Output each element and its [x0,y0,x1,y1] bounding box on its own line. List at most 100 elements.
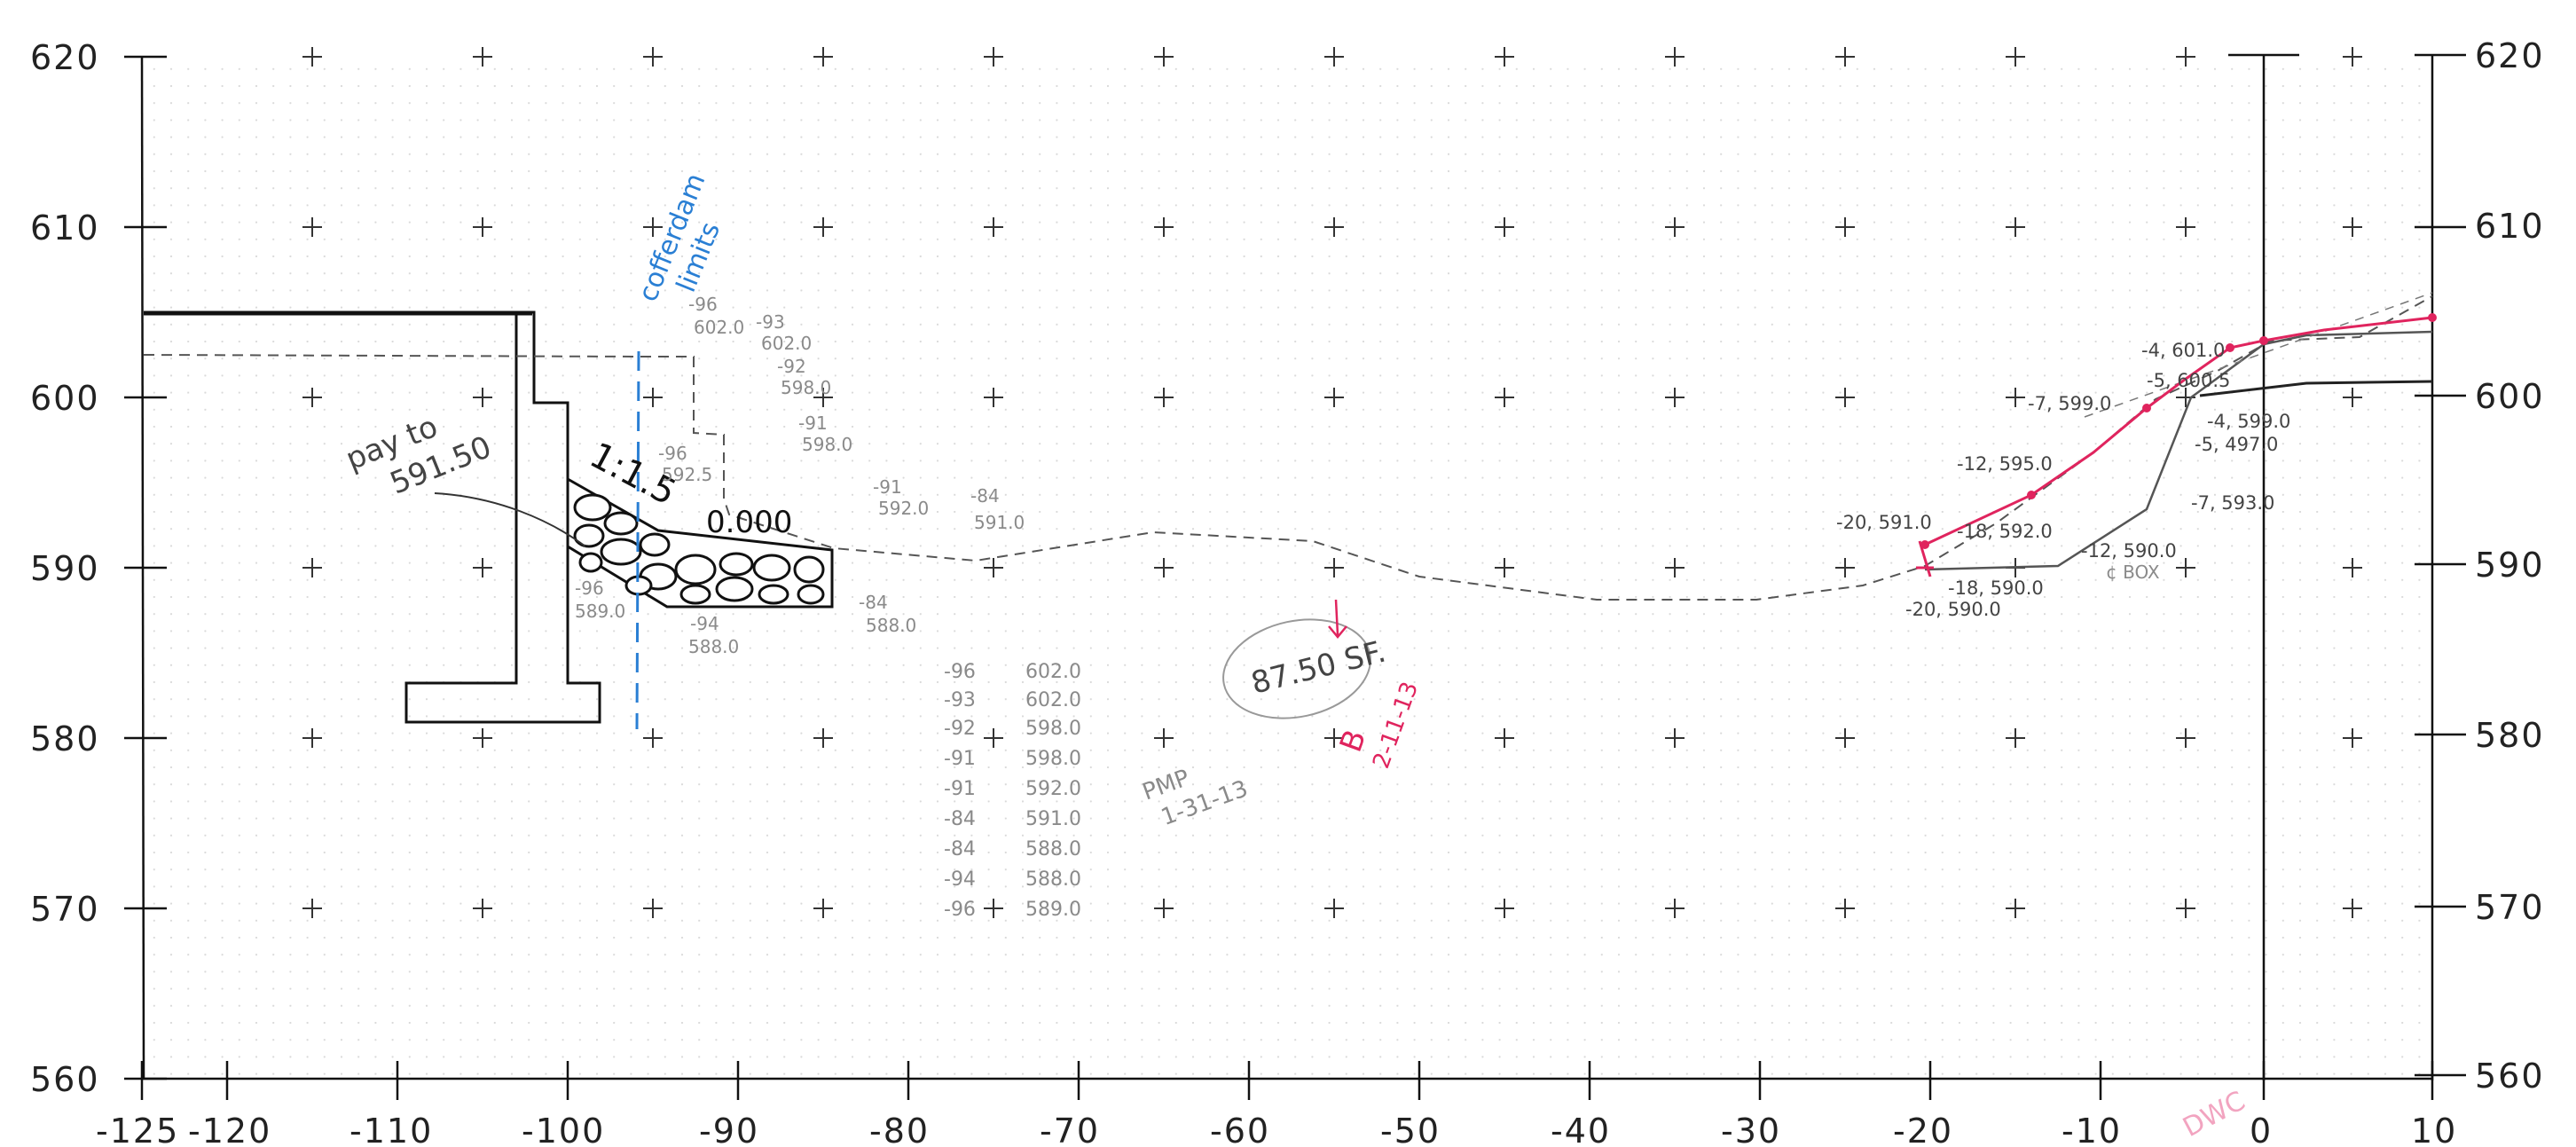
svg-text:¢ BOX: ¢ BOX [2106,562,2160,583]
svg-text:-7, 593.0: -7, 593.0 [2191,492,2274,514]
svg-text:-91: -91 [944,778,976,800]
svg-text:598.0: 598.0 [1025,718,1081,740]
svg-text:-80: -80 [869,1112,930,1147]
svg-text:592.0: 592.0 [1025,778,1081,800]
svg-text:602.0: 602.0 [1025,661,1081,683]
cofferdam-line [635,350,640,730]
svg-text:580: 580 [30,719,100,758]
svg-text:-20, 590.0: -20, 590.0 [1905,599,2001,620]
riprap [566,476,834,609]
svg-text:588.0: 588.0 [1025,838,1081,860]
svg-text:-10: -10 [2062,1112,2122,1147]
svg-text:-96: -96 [658,443,687,464]
right-profile-2 [2199,380,2433,397]
svg-text:591.0: 591.0 [974,512,1025,533]
svg-text:10: 10 [2411,1112,2457,1147]
svg-text:-96: -96 [575,577,604,599]
svg-text:560: 560 [30,1060,100,1099]
svg-text:602.0: 602.0 [761,333,812,354]
svg-text:-96: -96 [944,899,976,921]
svg-text:602.0: 602.0 [694,317,744,338]
svg-text:-12, 595.0: -12, 595.0 [1957,453,2053,475]
svg-text:620: 620 [30,38,100,77]
svg-text:-20, 591.0: -20, 591.0 [1836,512,1932,533]
existing-ground-line [143,295,2433,601]
svg-text:600: 600 [30,379,100,418]
red-markers [1916,540,1934,577]
svg-text:610: 610 [30,208,100,247]
svg-text:-96: -96 [944,661,976,683]
svg-text:620: 620 [2475,36,2545,75]
svg-text:-84: -84 [859,592,888,613]
svg-text:598.0: 598.0 [781,377,831,398]
svg-text:-94: -94 [690,613,719,634]
svg-text:-5, 497.0: -5, 497.0 [2195,434,2278,455]
svg-text:590: 590 [30,549,100,588]
svg-text:-91: -91 [944,748,976,770]
svg-text:-70: -70 [1040,1112,1100,1147]
svg-text:-96: -96 [688,294,718,315]
svg-text:-50: -50 [1380,1112,1441,1147]
svg-text:-91: -91 [873,476,902,498]
red-points [1920,313,2437,549]
svg-text:-94: -94 [944,868,976,891]
red-profile [1924,316,2433,546]
svg-text:588.0: 588.0 [1025,868,1081,891]
svg-text:-91: -91 [798,412,828,434]
area-bubble [1222,618,1371,719]
svg-text:-93: -93 [756,311,785,333]
svg-text:598.0: 598.0 [1025,748,1081,770]
zero-label: 0.000 [706,505,792,540]
svg-text:590: 590 [2475,546,2545,585]
svg-text:-93: -93 [944,689,976,711]
x-ticks [140,1061,2434,1100]
svg-text:591.0: 591.0 [1025,808,1081,830]
right-profile [1924,330,2433,571]
svg-text:-7, 599.0: -7, 599.0 [2028,393,2111,414]
initials-bottom: DWC [2178,1086,2250,1144]
svg-text:610: 610 [2475,207,2545,246]
right-point-labels: -4, 601.0 -5, 600.5 -7, 599.0 -4, 599.0 … [1836,340,2290,620]
svg-text:589.0: 589.0 [575,601,625,622]
svg-text:-18, 592.0: -18, 592.0 [1957,521,2053,542]
svg-text:-60: -60 [1210,1112,1270,1147]
svg-text:-100: -100 [522,1112,605,1147]
svg-text:-92: -92 [777,356,806,377]
svg-text:592.5: 592.5 [662,464,712,485]
grid-paper [142,57,2432,1079]
svg-text:-5, 600.5: -5, 600.5 [2147,370,2230,391]
y-axis-labels-left: 620 610 600 590 580 570 560 [30,38,100,1099]
svg-text:602.0: 602.0 [1025,689,1081,711]
svg-text:600: 600 [2475,377,2545,416]
svg-text:0: 0 [2250,1112,2273,1147]
svg-text:-92: -92 [944,718,976,740]
svg-text:-20: -20 [1893,1112,1953,1147]
svg-text:-12, 590.0: -12, 590.0 [2081,540,2177,562]
svg-text:-18, 590.0: -18, 590.0 [1948,577,2044,599]
svg-text:-84: -84 [944,808,976,830]
svg-text:570: 570 [2475,888,2545,927]
svg-text:-125: -125 [96,1112,179,1147]
svg-text:580: 580 [2475,716,2545,755]
svg-text:570: 570 [30,890,100,929]
svg-text:-120: -120 [188,1112,271,1147]
elevation-table: -96 602.0 -93 602.0 -92 598.0 -91 598.0 -91 5… [944,661,1081,921]
svg-text:DWC: DWC [2178,1086,2250,1144]
y-axis-labels-right: 620 610 600 590 580 570 560 [2475,36,2545,1096]
svg-text:-84: -84 [944,838,976,860]
svg-text:598.0: 598.0 [802,434,852,455]
abutment-wall [144,310,601,724]
y-ticks [124,53,2466,1080]
svg-text:589.0: 589.0 [1025,899,1081,921]
svg-text:-84: -84 [970,485,1000,507]
svg-text:560: 560 [2475,1057,2545,1096]
svg-text:-4, 601.0: -4, 601.0 [2141,340,2225,361]
svg-text:-4, 599.0: -4, 599.0 [2207,411,2290,432]
svg-text:-90: -90 [699,1112,759,1147]
x-axis-labels: -125 -120 -110 -100 -90 -80 -70 -60 -50 … [96,1112,2457,1147]
svg-text:588.0: 588.0 [866,615,916,636]
svg-text:-110: -110 [349,1112,433,1147]
svg-text:-40: -40 [1551,1112,1611,1147]
